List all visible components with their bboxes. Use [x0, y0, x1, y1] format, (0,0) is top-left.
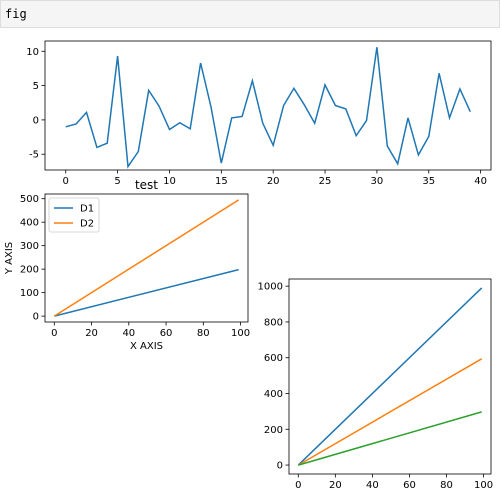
series-line-d2 — [53, 199, 240, 317]
chart-title: test — [135, 178, 158, 192]
x-tick-label: 40 — [122, 328, 135, 339]
series-line-1 — [65, 47, 471, 169]
x-tick-label: 40 — [474, 176, 487, 187]
x-tick-label: 40 — [366, 480, 379, 491]
x-tick-label: 35 — [422, 176, 435, 187]
y-tick-label: 0 — [277, 461, 283, 472]
series-line-1 — [297, 287, 483, 466]
x-tick-label: 0 — [63, 176, 69, 187]
x-tick-label: 0 — [295, 480, 301, 491]
x-axis-label: X AXIS — [130, 341, 163, 352]
x-tick-label: 0 — [51, 328, 57, 339]
y-tick-label: 400 — [20, 218, 39, 229]
x-tick-label: 60 — [403, 480, 416, 491]
plot-frame — [44, 40, 492, 171]
y-tick-label: 600 — [264, 353, 283, 364]
y-tick-label: 800 — [264, 317, 283, 328]
x-tick-label: 20 — [329, 480, 342, 491]
x-tick-label: 20 — [267, 176, 280, 187]
x-tick-label: 25 — [319, 176, 332, 187]
plot-frame — [288, 278, 492, 475]
plot-frame — [44, 193, 249, 323]
y-tick-label: 300 — [20, 241, 39, 252]
x-tick-label: 100 — [474, 480, 493, 491]
y-tick-label: 0 — [33, 115, 39, 126]
legend-label-d2: D2 — [80, 219, 94, 230]
y-tick-label: 10 — [26, 47, 39, 58]
series-line-2 — [297, 358, 483, 466]
y-tick-label: 200 — [20, 265, 39, 276]
x-tick-label: 100 — [231, 328, 250, 339]
x-tick-label: 30 — [371, 176, 384, 187]
x-tick-label: 80 — [197, 328, 210, 339]
y-axis-label: Y AXIS — [4, 242, 15, 275]
x-tick-label: 80 — [440, 480, 453, 491]
legend-label-d1: D1 — [80, 204, 94, 215]
y-tick-label: 0 — [33, 312, 39, 323]
y-tick-label: 500 — [20, 194, 39, 205]
y-tick-label: 5 — [33, 81, 39, 92]
x-tick-label: 5 — [114, 176, 120, 187]
x-tick-label: 15 — [215, 176, 228, 187]
figure-header: fig — [0, 0, 500, 28]
chart-top: 0 5 10 15 20 25 30 35 40 -5 0 5 10 — [26, 40, 492, 187]
x-tick-label: 10 — [163, 176, 176, 187]
y-tick-label: 400 — [264, 389, 283, 400]
x-tick-label: 20 — [85, 328, 98, 339]
y-tick-label: 100 — [20, 288, 39, 299]
series-line-3 — [298, 411, 482, 466]
y-tick-label: 200 — [264, 425, 283, 436]
series-line-d1 — [54, 268, 239, 317]
x-tick-label: 60 — [160, 328, 173, 339]
figure-name-label: fig — [5, 7, 27, 21]
y-tick-label: 1000 — [258, 282, 283, 293]
y-tick-label: -5 — [29, 150, 39, 161]
